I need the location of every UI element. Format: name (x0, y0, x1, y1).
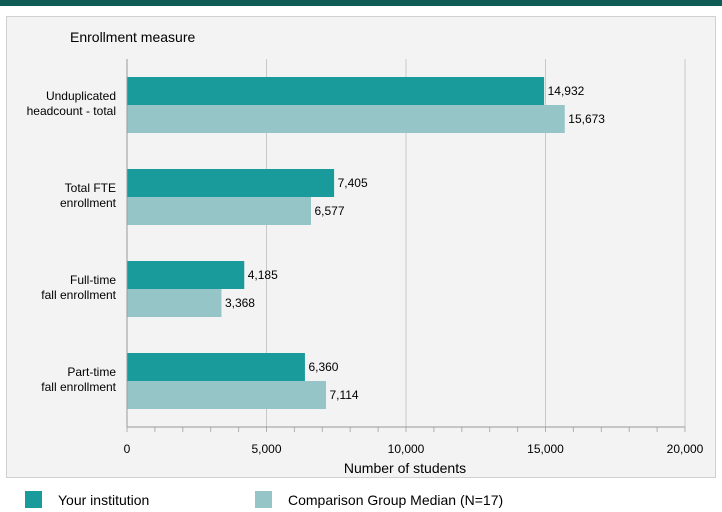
bars: 14,932 15,673 7,405 6,577 4,185 3,368 6,360 7,1… (127, 77, 605, 409)
bar-comparison-group (127, 381, 326, 409)
x-axis-title: Number of students (344, 460, 466, 476)
category-label: fall enrollment (41, 380, 116, 394)
category-label: headcount - total (27, 104, 116, 118)
legend-item-comparison-group: Comparison Group Median (N=17) (255, 491, 503, 508)
y-axis-title: Enrollment measure (70, 29, 195, 45)
x-tick-label: 20,000 (667, 442, 704, 456)
bar-comparison-group (127, 197, 311, 225)
legend-swatch-your-institution (25, 491, 42, 508)
data-label: 3,368 (225, 296, 255, 310)
x-tick-label: 10,000 (388, 442, 425, 456)
legend-label-comparison-group: Comparison Group Median (N=17) (288, 491, 504, 508)
legend-label-your-institution: Your institution (58, 491, 150, 508)
legend-swatch-comparison-group (255, 491, 272, 508)
category-label: fall enrollment (41, 288, 116, 302)
data-label: 6,577 (314, 204, 344, 218)
data-label: 4,185 (248, 268, 278, 282)
top-accent-bar (0, 0, 722, 6)
data-label: 6,360 (308, 360, 338, 374)
data-label: 7,405 (338, 176, 368, 190)
bar-comparison-group (127, 105, 565, 133)
bar-your-institution (127, 169, 335, 197)
category-label: Part-time (67, 365, 116, 379)
x-axis-ticks: 0 5,000 10,000 15,000 20,000 (124, 442, 704, 456)
x-tick-label: 15,000 (527, 442, 564, 456)
category-label: enrollment (60, 196, 117, 210)
data-label: 15,673 (568, 112, 605, 126)
data-label: 14,932 (548, 84, 585, 98)
bar-your-institution (127, 353, 305, 381)
bar-your-institution (127, 77, 545, 105)
x-tick-label: 5,000 (251, 442, 281, 456)
legend-item-your-institution: Your institution (25, 491, 149, 508)
data-label: 7,114 (329, 388, 358, 402)
x-tick-label: 0 (124, 442, 131, 456)
bar-your-institution (127, 261, 245, 289)
category-label: Full-time (70, 273, 116, 287)
enrollment-bar-chart: Enrollment measure 14,932 15,673 7,405 6,57… (27, 29, 704, 476)
grid-lines (126, 59, 686, 432)
category-label: Unduplicated (46, 89, 116, 103)
category-label: Total FTE (65, 181, 116, 195)
bar-comparison-group (127, 289, 222, 317)
